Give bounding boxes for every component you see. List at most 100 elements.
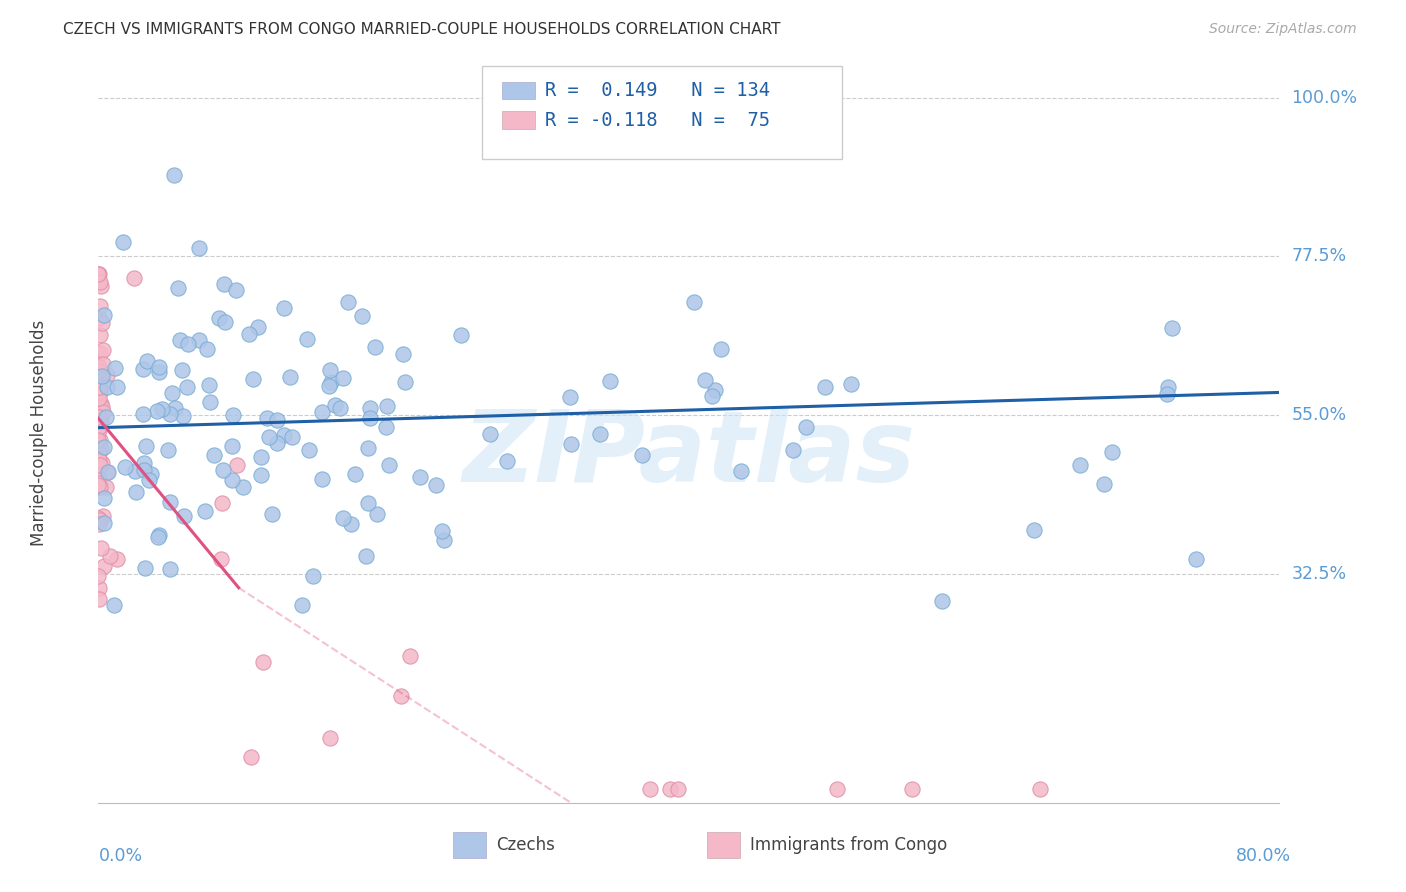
Point	[87, 267, 110, 281]
Point	[87, 581, 110, 595]
Point	[560, 437, 582, 451]
Point	[266, 413, 288, 427]
Point	[87, 472, 110, 486]
Point	[89, 458, 111, 472]
Point	[87, 267, 110, 281]
Point	[682, 295, 704, 310]
Point	[97, 466, 120, 480]
Point	[931, 594, 953, 608]
Point	[87, 569, 110, 583]
Text: R = -0.118   N =  75: R = -0.118 N = 75	[546, 111, 770, 130]
Point	[202, 448, 225, 462]
Point	[87, 420, 110, 434]
Point	[176, 380, 198, 394]
Point	[226, 458, 249, 473]
Point	[89, 275, 111, 289]
Point	[329, 401, 352, 416]
Point	[273, 301, 295, 315]
Point	[89, 366, 111, 380]
Point	[87, 434, 110, 448]
Point	[111, 235, 134, 249]
Point	[298, 442, 321, 457]
Point	[214, 315, 236, 329]
Bar	[502, 82, 536, 99]
Point	[135, 439, 157, 453]
Point	[332, 371, 354, 385]
Point	[91, 404, 114, 418]
Point	[87, 591, 110, 606]
Point	[93, 559, 115, 574]
Point	[332, 511, 354, 525]
Point	[89, 434, 111, 448]
Point	[91, 343, 114, 357]
Point	[266, 436, 288, 450]
Point	[378, 458, 401, 472]
Point	[839, 377, 862, 392]
Point	[425, 478, 447, 492]
Text: 80.0%: 80.0%	[1236, 847, 1291, 865]
Point	[89, 480, 111, 494]
Text: CZECH VS IMMIGRANTS FROM CONGO MARRIED-COUPLE HOUSEHOLDS CORRELATION CHART: CZECH VS IMMIGRANTS FROM CONGO MARRIED-C…	[63, 22, 780, 37]
Point	[138, 473, 160, 487]
Point	[359, 401, 381, 415]
Point	[638, 781, 661, 796]
Point	[389, 689, 412, 703]
Point	[214, 277, 236, 291]
Point	[94, 480, 117, 494]
Point	[87, 478, 110, 492]
Point	[177, 336, 200, 351]
Point	[695, 373, 717, 387]
Point	[90, 442, 112, 457]
Point	[89, 461, 111, 475]
Point	[172, 363, 194, 377]
Point	[141, 467, 163, 481]
Point	[87, 359, 110, 374]
Text: 55.0%: 55.0%	[1291, 406, 1347, 424]
Point	[409, 470, 432, 484]
Point	[163, 168, 186, 182]
Point	[187, 333, 209, 347]
Point	[339, 517, 361, 532]
Point	[433, 533, 456, 548]
Point	[281, 430, 304, 444]
Point	[89, 380, 111, 394]
Point	[319, 363, 342, 377]
Point	[250, 450, 273, 465]
Point	[148, 528, 170, 542]
Text: 77.5%: 77.5%	[1291, 247, 1347, 265]
Point	[89, 346, 111, 360]
Point	[90, 316, 112, 330]
Point	[96, 368, 118, 382]
Point	[589, 427, 612, 442]
Point	[364, 340, 387, 354]
Point	[132, 408, 155, 422]
Point	[172, 409, 194, 423]
Point	[163, 401, 186, 415]
Point	[318, 378, 340, 392]
Point	[814, 380, 837, 394]
Point	[700, 389, 723, 403]
Point	[208, 311, 231, 326]
Text: ZIPatlas: ZIPatlas	[463, 407, 915, 503]
Text: 100.0%: 100.0%	[1291, 88, 1357, 107]
Point	[169, 333, 191, 347]
Point	[659, 781, 682, 796]
Point	[496, 454, 519, 468]
Point	[194, 503, 217, 517]
Point	[152, 401, 174, 416]
Point	[87, 391, 110, 405]
Point	[91, 357, 114, 371]
Point	[247, 319, 270, 334]
Text: 0.0%: 0.0%	[98, 847, 142, 865]
Point	[132, 463, 155, 477]
Point	[377, 399, 399, 413]
Point	[159, 562, 181, 576]
Point	[89, 299, 111, 313]
Point	[87, 381, 110, 395]
Point	[357, 496, 380, 510]
Point	[901, 781, 924, 796]
Point	[90, 369, 112, 384]
Point	[132, 362, 155, 376]
Point	[1184, 552, 1206, 566]
Point	[302, 569, 325, 583]
